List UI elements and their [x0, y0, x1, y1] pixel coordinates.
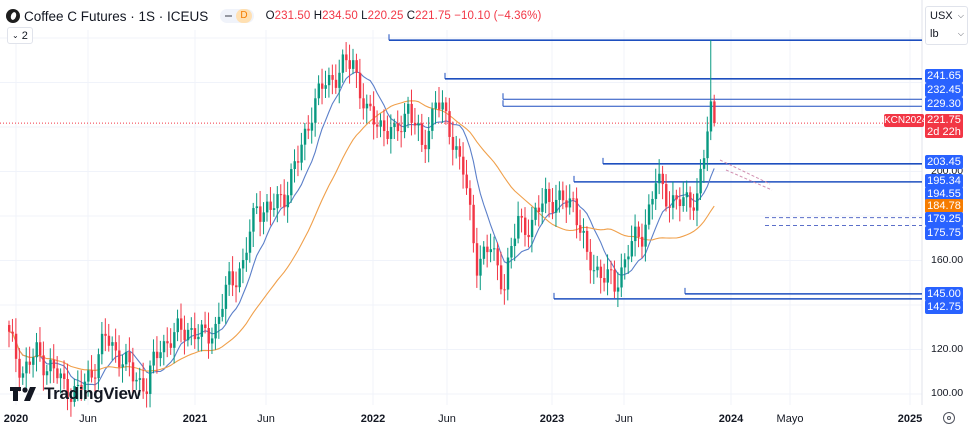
- price-level-label: 142.75: [925, 300, 963, 314]
- time-tick: Jun: [615, 413, 633, 425]
- close-value: 221.75: [415, 10, 451, 22]
- low-value: 220.25: [367, 10, 404, 22]
- price-tick: 100.00: [931, 387, 964, 399]
- open-value: 231.50: [274, 10, 311, 22]
- time-tick: 2024: [718, 413, 744, 425]
- settings-gear-icon[interactable]: [943, 412, 955, 424]
- price-tick: 120.00: [931, 342, 964, 355]
- contract-tag: KCN2024: [884, 114, 928, 127]
- time-tick: Mayo: [776, 413, 804, 425]
- ohlc-values: O231.50 H234.50 L220.25 C221.75 −10.10 (…: [265, 10, 542, 22]
- candlestick-series: [8, 40, 716, 417]
- trend-annotations[interactable]: [719, 159, 773, 191]
- moving-averages: [8, 71, 715, 386]
- tradingview-logo-icon: [10, 387, 36, 401]
- chevron-down-icon: ⌄: [12, 31, 19, 40]
- time-tick: 2021: [182, 413, 208, 425]
- high-value: 234.50: [322, 10, 358, 22]
- currency-unit-selector: USX ⌵ lb ⌵: [925, 6, 968, 45]
- time-tick: 2020: [3, 413, 29, 425]
- tradingview-logo[interactable]: TradingView: [10, 384, 141, 404]
- price-level-label: 195.34: [925, 174, 963, 188]
- delayed-badge: D: [236, 9, 252, 23]
- chart-grid: [0, 0, 923, 405]
- minus-icon: [225, 15, 233, 17]
- chevron-down-icon: ⌵: [957, 11, 964, 20]
- price-level-label: 229.30: [925, 97, 963, 111]
- time-tick: 2022: [360, 413, 386, 425]
- price-level-label: 175.75: [925, 226, 963, 240]
- current-price-label: 221.75 2d 22h: [925, 114, 963, 138]
- time-tick: 2023: [539, 413, 565, 425]
- coffee-symbol-icon: [6, 9, 20, 23]
- market-status-pill[interactable]: D: [220, 9, 254, 23]
- price-level-label: 184.78: [925, 199, 963, 213]
- currency-dropdown[interactable]: USX ⌵: [930, 10, 964, 22]
- price-level-label: 241.65: [925, 69, 963, 83]
- unit-dropdown[interactable]: lb ⌵: [930, 28, 964, 40]
- chart-legend: Coffee C Futures · 1S · ICEUS D O231.50 …: [6, 7, 541, 25]
- price-level-label: 145.00: [925, 287, 963, 301]
- time-tick: 2025: [897, 413, 923, 425]
- price-level-label: 179.25: [925, 212, 963, 226]
- time-tick: Jun: [79, 413, 97, 425]
- time-tick: Jun: [438, 413, 456, 425]
- time-tick: Jun: [257, 413, 275, 425]
- price-level-label: 203.45: [925, 155, 963, 169]
- indicators-toggle-button[interactable]: ⌄ 2: [7, 27, 33, 44]
- symbol-title[interactable]: Coffee C Futures · 1S · ICEUS: [24, 8, 209, 24]
- horizontal-levels[interactable]: [0, 34, 922, 300]
- chevron-down-icon: ⌵: [957, 29, 964, 38]
- indicator-count: 2: [21, 29, 28, 42]
- change-value: −10.10 (−4.36%): [454, 10, 542, 22]
- price-tick: 160.00: [931, 253, 964, 266]
- price-level-label: 232.45: [925, 83, 963, 97]
- price-level-label: 194.55: [925, 187, 963, 201]
